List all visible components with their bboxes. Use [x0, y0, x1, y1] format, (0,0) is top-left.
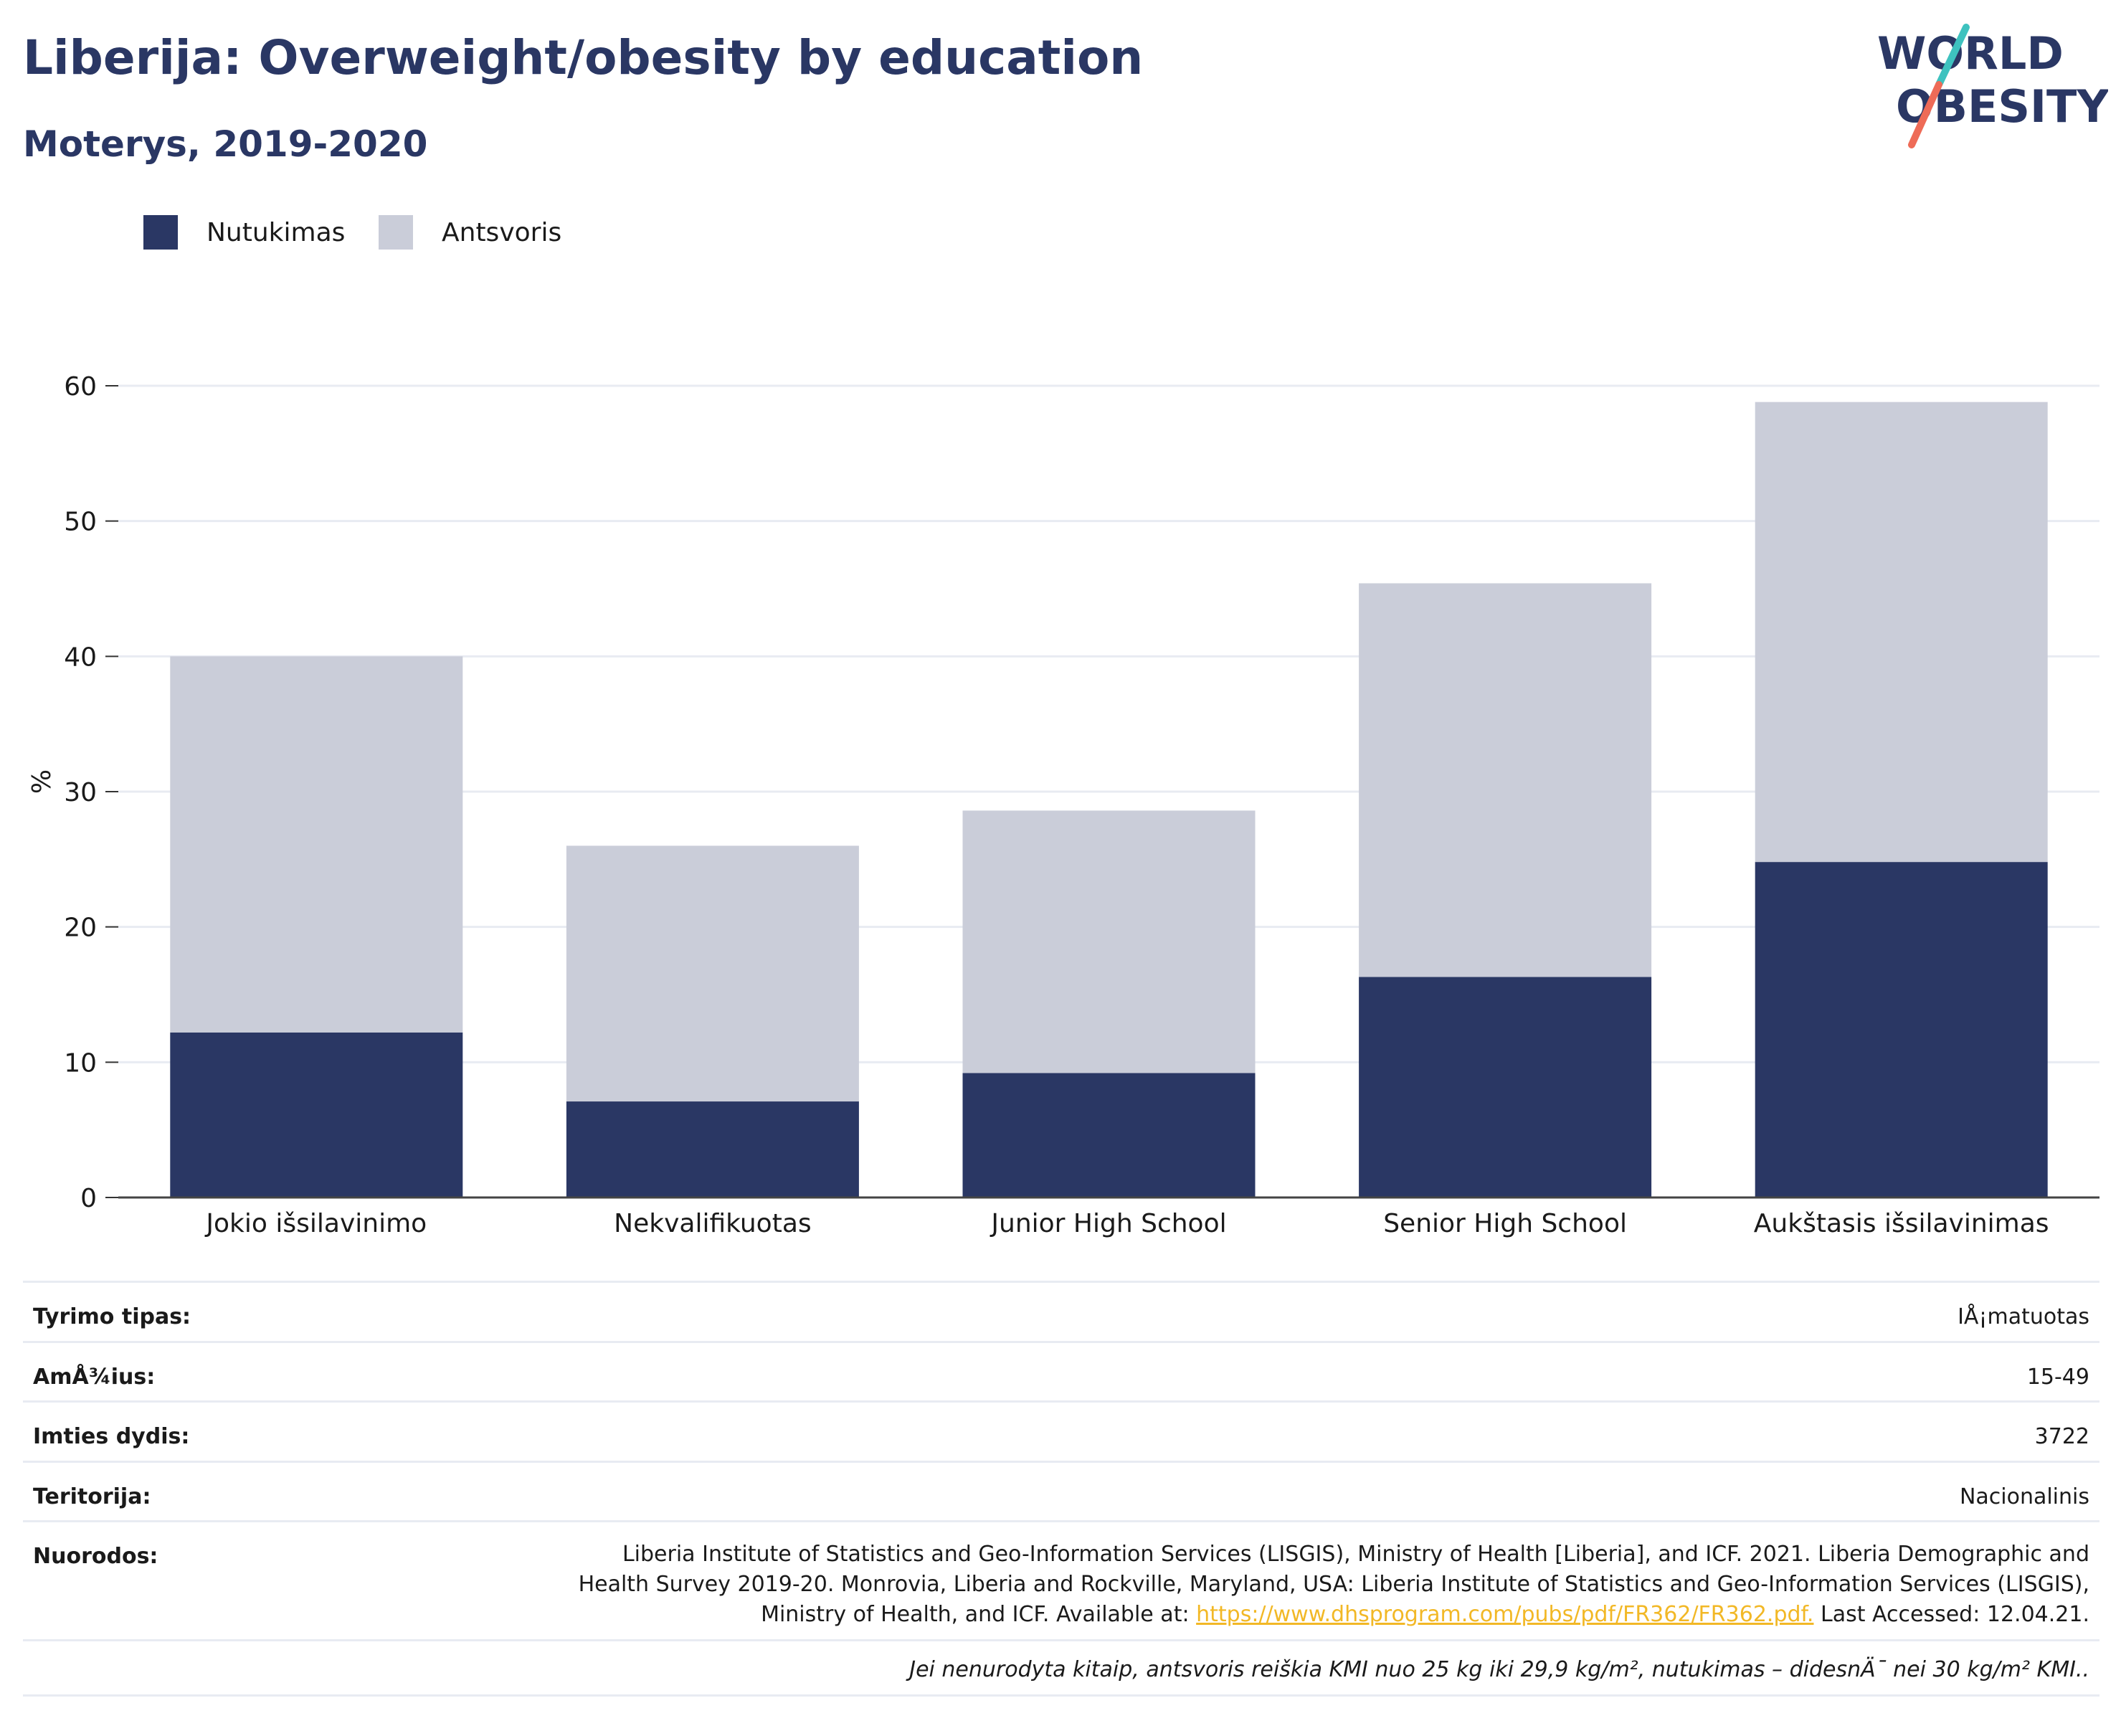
legend-swatch-antsvoris	[379, 215, 413, 250]
bar-nutukimas-3[interactable]	[962, 1073, 1256, 1197]
reference-link[interactable]: https://www.dhsprogram.com/pubs/pdf/FR36…	[1196, 1602, 1814, 1627]
axes: 0 10 20 30 40 50 60 Jokio išsilavinimo Nekvalifi…	[64, 372, 2099, 1238]
info-row-age: AmÅ¾ius: 15-49	[23, 1341, 2099, 1400]
legend-label-antsvoris: Antsvoris	[442, 217, 562, 247]
y-tick-label: 50	[64, 508, 97, 537]
chart-title: Liberija: Overweight/obesity by educatio…	[23, 30, 1144, 85]
y-tick-label: 40	[64, 642, 97, 672]
bar-antsvoris-5[interactable]	[1755, 402, 2048, 863]
logo-slash-teal	[1935, 24, 1970, 88]
y-tick-label: 20	[64, 914, 97, 943]
world-obesity-logo: WORLD OBESITY	[1877, 24, 2108, 148]
info-value: 3722	[2034, 1424, 2089, 1449]
bar-antsvoris-3[interactable]	[962, 810, 1256, 1073]
info-value: 15-49	[2026, 1365, 2089, 1390]
references-text: Liberia Institute of Statistics and Geo-…	[548, 1540, 2089, 1630]
chart-subtitle: Moterys, 2019-2020	[23, 123, 428, 165]
x-tick-label: Aukštasis išsilavinimas	[1754, 1209, 2049, 1238]
y-tick-label: 0	[80, 1184, 97, 1213]
info-key: Imties dydis:	[33, 1424, 190, 1449]
y-tick-label: 30	[64, 778, 97, 807]
info-row-survey-type: Tyrimo tipas: IÅ¡matuotas	[23, 1281, 2099, 1341]
bars	[170, 402, 2048, 1197]
info-row-territory: Teritorija: Nacionalinis	[23, 1461, 2099, 1520]
legend-label-nutukimas: Nutukimas	[207, 217, 346, 247]
x-tick-label: Junior High School	[990, 1209, 1226, 1238]
reference-accessed: Last Accessed: 12.04.21.	[1813, 1602, 2089, 1627]
stacked-bar-chart: 0 10 20 30 40 50 60 Jokio išsilavinimo Nekvalifi…	[27, 372, 2099, 1238]
legend-item-antsvoris[interactable]: Antsvoris	[379, 214, 561, 251]
legend-swatch-nutukimas	[143, 215, 178, 250]
x-tick-label: Jokio išsilavinimo	[204, 1209, 427, 1238]
info-value: Nacionalinis	[1959, 1484, 2089, 1509]
bar-nutukimas-5[interactable]	[1755, 862, 2048, 1197]
bar-antsvoris-2[interactable]	[566, 845, 859, 1102]
logo-text-world: WORLD	[1877, 27, 2064, 80]
reference-citation: Liberia Institute of Statistics and Geo-…	[578, 1542, 2089, 1627]
info-key: Nuorodos:	[33, 1544, 158, 1569]
bar-nutukimas-1[interactable]	[170, 1032, 463, 1197]
survey-info-table: Tyrimo tipas: IÅ¡matuotas AmÅ¾ius: 15-49…	[23, 1281, 2099, 1697]
y-axis-label: %	[27, 769, 57, 794]
legend-item-nutukimas[interactable]: Nutukimas	[143, 214, 345, 251]
info-key: Tyrimo tipas:	[33, 1304, 191, 1329]
bar-nutukimas-2[interactable]	[566, 1101, 859, 1197]
y-tick-label: 10	[64, 1048, 97, 1078]
x-tick-label: Nekvalifikuotas	[614, 1209, 811, 1238]
bar-antsvoris-1[interactable]	[170, 656, 463, 1033]
info-key: AmÅ¾ius:	[33, 1365, 156, 1390]
logo-slash-coral	[1908, 81, 1942, 148]
footnote: Jei nenurodyta kitaip, antsvoris reiškia…	[23, 1639, 2099, 1697]
info-row-sample-size: Imties dydis: 3722	[23, 1400, 2099, 1461]
bar-nutukimas-4[interactable]	[1359, 977, 1652, 1197]
y-tick-label: 60	[64, 372, 97, 402]
info-value: IÅ¡matuotas	[1958, 1304, 2089, 1329]
info-row-references: Nuorodos: Liberia Institute of Statistic…	[23, 1520, 2099, 1639]
bar-antsvoris-4[interactable]	[1359, 583, 1652, 977]
info-key: Teritorija:	[33, 1484, 151, 1509]
x-tick-label: Senior High School	[1383, 1209, 1627, 1238]
